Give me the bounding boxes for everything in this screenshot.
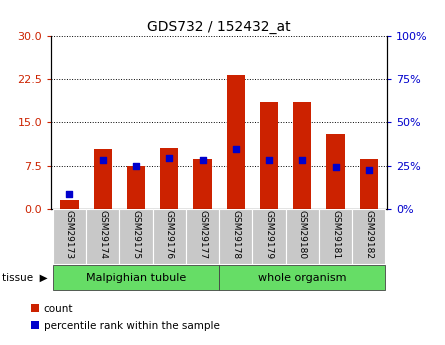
Bar xyxy=(286,209,319,264)
Point xyxy=(99,157,106,162)
Point xyxy=(365,167,372,172)
Text: GSM29180: GSM29180 xyxy=(298,210,307,259)
Bar xyxy=(160,148,178,209)
Bar xyxy=(227,75,245,209)
Text: Malpighian tubule: Malpighian tubule xyxy=(86,273,186,283)
Bar xyxy=(360,159,378,209)
Text: GSM29177: GSM29177 xyxy=(198,210,207,259)
Text: GSM29176: GSM29176 xyxy=(165,210,174,259)
Title: GDS732 / 152432_at: GDS732 / 152432_at xyxy=(147,20,291,34)
Bar xyxy=(327,134,345,209)
Bar xyxy=(153,209,186,264)
Point xyxy=(133,163,140,168)
Bar xyxy=(86,209,119,264)
Bar xyxy=(186,209,219,264)
Text: count: count xyxy=(44,304,73,314)
Text: GSM29174: GSM29174 xyxy=(98,210,107,259)
Text: GSM29182: GSM29182 xyxy=(364,210,373,259)
Point xyxy=(66,191,73,197)
Bar xyxy=(319,209,352,264)
Bar xyxy=(61,200,79,209)
Point xyxy=(199,158,206,163)
Bar xyxy=(93,149,112,209)
Point xyxy=(166,155,173,161)
Bar xyxy=(53,209,86,264)
Text: GSM29181: GSM29181 xyxy=(331,210,340,259)
Bar xyxy=(194,159,212,209)
Bar xyxy=(53,265,219,290)
Text: GSM29175: GSM29175 xyxy=(132,210,141,259)
Point xyxy=(299,157,306,162)
Text: GSM29178: GSM29178 xyxy=(231,210,240,259)
Point xyxy=(232,147,239,152)
Point xyxy=(266,157,273,162)
Bar xyxy=(293,102,311,209)
Bar xyxy=(260,102,278,209)
Bar xyxy=(252,209,286,264)
Bar xyxy=(119,209,153,264)
Bar xyxy=(127,166,145,209)
Text: GSM29173: GSM29173 xyxy=(65,210,74,259)
Bar xyxy=(219,265,385,290)
Bar xyxy=(219,209,252,264)
Bar xyxy=(352,209,385,264)
Point xyxy=(332,165,339,170)
Text: whole organism: whole organism xyxy=(258,273,347,283)
Text: percentile rank within the sample: percentile rank within the sample xyxy=(44,322,219,331)
Text: GSM29179: GSM29179 xyxy=(265,210,274,259)
Text: tissue  ▶: tissue ▶ xyxy=(2,273,48,283)
